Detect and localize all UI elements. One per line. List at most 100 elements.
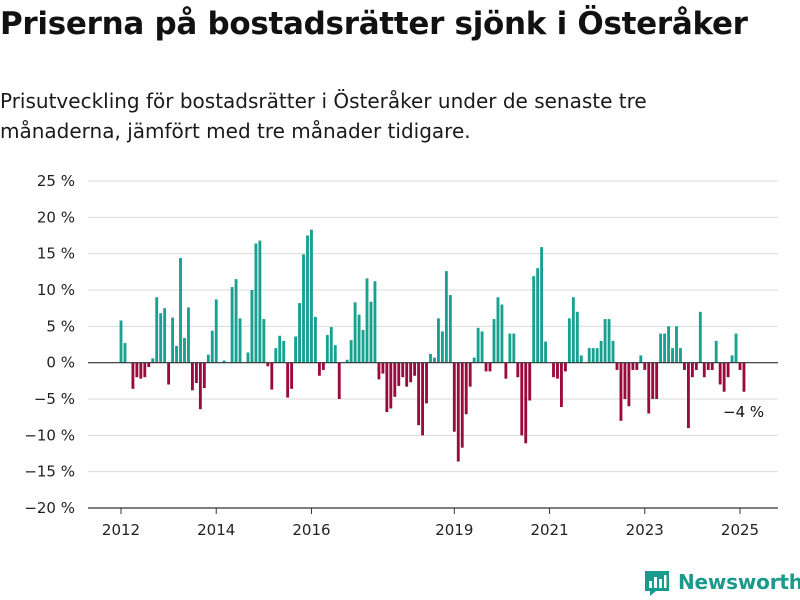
bar: [675, 326, 678, 363]
bar: [333, 345, 337, 363]
bar: [317, 362, 321, 376]
bar: [393, 362, 397, 397]
bar: [167, 362, 171, 385]
bar: [143, 362, 147, 378]
bar: [321, 362, 325, 370]
bar: [314, 316, 317, 363]
bar: [496, 297, 500, 363]
bar: [381, 362, 385, 374]
bar: [194, 362, 198, 384]
bar: [567, 318, 571, 363]
bar: [361, 329, 365, 363]
bar: [444, 271, 448, 363]
chart-subtitle: Prisutveckling för bostadsrätter i Öster…: [0, 89, 647, 143]
bar: [520, 362, 524, 436]
bar: [421, 362, 424, 436]
bar: [456, 362, 460, 462]
bar: [532, 276, 536, 363]
bar: [437, 318, 440, 363]
bar: [429, 353, 432, 363]
bar: [603, 319, 607, 363]
grid-lines: [88, 180, 778, 509]
bar: [516, 362, 520, 378]
bar: [627, 362, 631, 407]
bar: [155, 297, 159, 363]
bar: [452, 362, 456, 432]
bar: [270, 362, 274, 390]
y-tick-label: 25 %: [37, 172, 75, 190]
bar: [425, 362, 428, 404]
bar: [464, 362, 468, 415]
bar: [528, 362, 532, 401]
bar: [504, 362, 508, 379]
bar: [349, 340, 353, 363]
bar: [631, 362, 635, 370]
bar: [353, 302, 357, 363]
bar: [556, 362, 559, 379]
bar: [123, 343, 127, 363]
y-tick-label: −15 %: [24, 463, 75, 481]
bar: [694, 362, 698, 370]
bar: [472, 357, 476, 363]
bar: [389, 362, 393, 409]
bar: [306, 235, 309, 363]
x-tick-label: 2021: [530, 521, 568, 539]
bar: [151, 358, 155, 363]
y-tick-label: 5 %: [46, 317, 75, 335]
x-tick-label: 2019: [435, 521, 473, 539]
bar: [405, 362, 409, 387]
x-tick-label: 2023: [626, 521, 664, 539]
bar: [365, 278, 369, 363]
bar: [683, 362, 686, 370]
x-tick-label: 2016: [292, 521, 330, 539]
y-tick-label: 15 %: [37, 245, 75, 263]
bar: [686, 362, 690, 429]
y-tick-label: −10 %: [24, 426, 75, 444]
bar: [298, 303, 301, 363]
bar: [210, 330, 214, 363]
bar: [643, 362, 647, 370]
bar: [560, 362, 563, 407]
bar: [623, 362, 627, 399]
bar: [710, 362, 714, 370]
bar: [377, 362, 381, 380]
bar: [536, 268, 540, 363]
bar: [647, 362, 651, 414]
bar: [397, 362, 401, 386]
bar: [373, 281, 377, 363]
y-tick-label: 0 %: [46, 354, 75, 372]
bar: [544, 341, 547, 363]
bar: [488, 362, 492, 372]
bar: [718, 362, 722, 385]
bar: [579, 355, 583, 363]
bar: [563, 362, 567, 372]
bar: [448, 295, 452, 363]
bar: [571, 297, 575, 363]
bar: [508, 333, 512, 363]
bar: [702, 362, 706, 378]
bar: [552, 362, 555, 378]
bar: [730, 355, 734, 363]
bar: [198, 362, 202, 410]
bar: [294, 336, 298, 363]
bar: [139, 362, 143, 379]
bar: [480, 331, 484, 363]
bar: [595, 348, 599, 363]
newsworthy-logo-icon: [645, 571, 669, 596]
bar: [492, 319, 496, 363]
bar: [679, 348, 682, 363]
brand-name: Newsworthy: [678, 570, 800, 594]
x-tick-label: 2025: [721, 521, 759, 539]
y-tick-label: 20 %: [37, 208, 75, 226]
y-tick-label: −20 %: [24, 499, 75, 517]
bar: [690, 362, 694, 378]
bar: [671, 348, 674, 363]
bar: [238, 318, 242, 363]
bar: [433, 357, 436, 363]
bar: [290, 362, 294, 389]
bar: [230, 287, 234, 363]
bar: [659, 333, 663, 363]
bar: [635, 362, 639, 370]
bar: [484, 362, 488, 372]
bar: [310, 229, 313, 363]
